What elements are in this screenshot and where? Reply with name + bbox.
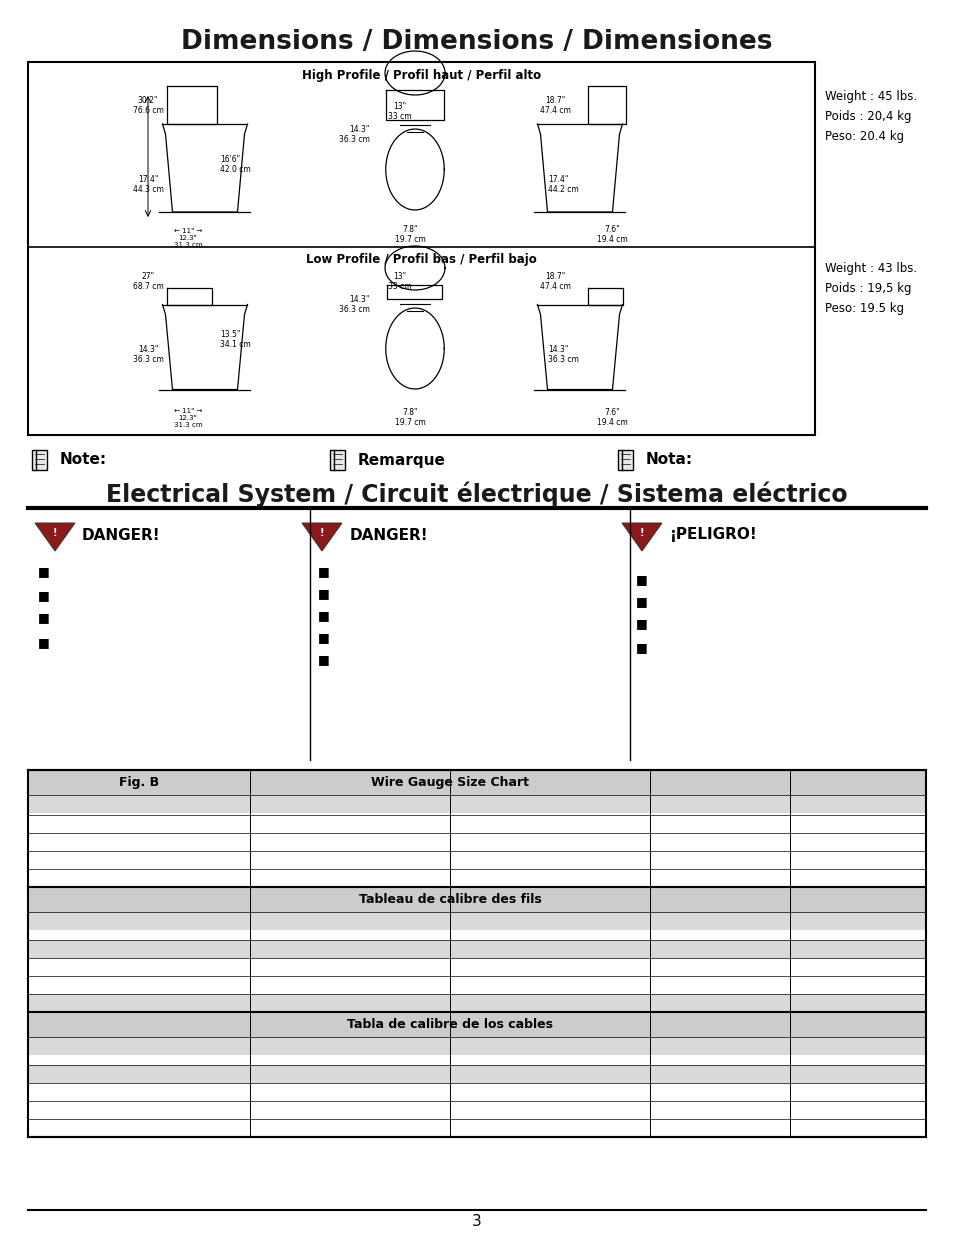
Text: ■: ■ [636, 641, 647, 655]
Text: 27"
68.7 cm: 27" 68.7 cm [132, 272, 163, 291]
Bar [28, 1083, 925, 1100]
Text: 17.4"
44.3 cm: 17.4" 44.3 cm [132, 175, 163, 194]
Text: 18.7"
47.4 cm: 18.7" 47.4 cm [539, 96, 570, 115]
Text: Remarque: Remarque [357, 452, 445, 468]
Bar [28, 769, 925, 795]
Text: ■: ■ [317, 631, 330, 645]
Text: 14.3"
36.3 cm: 14.3" 36.3 cm [338, 125, 370, 144]
Bar [28, 851, 925, 869]
Text: 13"
33 cm: 13" 33 cm [388, 103, 412, 121]
Bar [28, 1065, 925, 1083]
Bar [28, 1037, 925, 1055]
Text: 13"
33 cm: 13" 33 cm [388, 272, 412, 291]
Bar [28, 62, 814, 435]
Text: !: ! [639, 529, 643, 538]
Text: ← 11" →
12.3"
31.3 cm: ← 11" → 12.3" 31.3 cm [173, 228, 202, 248]
Text: Fig. B: Fig. B [119, 776, 159, 789]
Polygon shape [621, 522, 661, 551]
Text: ■: ■ [317, 653, 330, 667]
Text: 7.6"
19.4 cm: 7.6" 19.4 cm [596, 408, 627, 427]
Text: 7.6"
19.4 cm: 7.6" 19.4 cm [596, 225, 627, 245]
Text: Dimensions / Dimensions / Dimensiones: Dimensions / Dimensions / Dimensiones [181, 28, 772, 56]
Polygon shape [302, 522, 341, 551]
Text: ■: ■ [38, 636, 50, 650]
Text: Note:: Note: [60, 452, 107, 468]
Text: Low Profile / Profil bas / Perfil bajo: Low Profile / Profil bas / Perfil bajo [306, 253, 537, 267]
Text: High Profile / Profil haut / Perfil alto: High Profile / Profil haut / Perfil alto [301, 69, 540, 83]
Polygon shape [35, 522, 75, 551]
Text: !: ! [52, 529, 57, 538]
Text: Nota:: Nota: [645, 452, 693, 468]
Text: 7.8"
19.7 cm: 7.8" 19.7 cm [395, 408, 425, 427]
Bar [618, 450, 633, 471]
Bar [28, 887, 925, 911]
Text: ■: ■ [636, 573, 647, 587]
Text: ■: ■ [317, 566, 330, 578]
Text: Tabla de calibre de los cables: Tabla de calibre de los cables [347, 1018, 553, 1031]
Bar [28, 1100, 925, 1119]
Text: ■: ■ [636, 595, 647, 609]
Text: Electrical System / Circuit électrique / Sistema eléctrico: Electrical System / Circuit électrique /… [106, 482, 847, 506]
Bar [28, 795, 925, 813]
Text: ■: ■ [38, 566, 50, 578]
Bar [28, 1119, 925, 1137]
Bar [28, 976, 925, 994]
Bar [28, 940, 925, 958]
Text: DANGER!: DANGER! [82, 527, 160, 542]
Text: ■: ■ [38, 611, 50, 625]
Text: Tableau de calibre des fils: Tableau de calibre des fils [358, 893, 540, 906]
Bar [28, 832, 925, 851]
Text: 14.3"
36.3 cm: 14.3" 36.3 cm [338, 295, 370, 315]
Text: !: ! [319, 529, 324, 538]
Bar [28, 958, 925, 976]
Text: 16'6"
42.0 cm: 16'6" 42.0 cm [220, 156, 251, 174]
Text: 7.8"
19.7 cm: 7.8" 19.7 cm [395, 225, 425, 245]
Text: 14.3"
36.3 cm: 14.3" 36.3 cm [132, 345, 163, 364]
Text: 14.3"
36.3 cm: 14.3" 36.3 cm [547, 345, 578, 364]
Text: ■: ■ [317, 610, 330, 622]
Text: ■: ■ [317, 588, 330, 600]
Text: Weight : 45 lbs.
Poids : 20,4 kg
Peso: 20.4 kg: Weight : 45 lbs. Poids : 20,4 kg Peso: 2… [824, 90, 916, 143]
Text: ¡PELIGRO!: ¡PELIGRO! [669, 527, 757, 542]
Text: Weight : 43 lbs.
Poids : 19,5 kg
Peso: 19.5 kg: Weight : 43 lbs. Poids : 19,5 kg Peso: 1… [824, 262, 916, 315]
Text: 17.4"
44.2 cm: 17.4" 44.2 cm [547, 175, 578, 194]
Text: ■: ■ [636, 618, 647, 631]
Text: Wire Gauge Size Chart: Wire Gauge Size Chart [371, 776, 529, 789]
Text: 18.7"
47.4 cm: 18.7" 47.4 cm [539, 272, 570, 291]
Bar [28, 911, 925, 930]
Bar [28, 994, 925, 1011]
Bar [28, 869, 925, 887]
Bar [28, 769, 925, 1137]
Text: ← 11" →
12.3"
31.3 cm: ← 11" → 12.3" 31.3 cm [173, 408, 202, 429]
Text: DANGER!: DANGER! [350, 527, 428, 542]
Bar [28, 815, 925, 832]
Text: 3: 3 [472, 1214, 481, 1230]
Bar [32, 450, 47, 471]
Bar [330, 450, 345, 471]
Text: ■: ■ [38, 589, 50, 603]
Bar [28, 1011, 925, 1037]
Text: 13.5"
34.1 cm: 13.5" 34.1 cm [220, 330, 251, 350]
Text: 30.2"
76.6 cm: 30.2" 76.6 cm [132, 96, 163, 115]
